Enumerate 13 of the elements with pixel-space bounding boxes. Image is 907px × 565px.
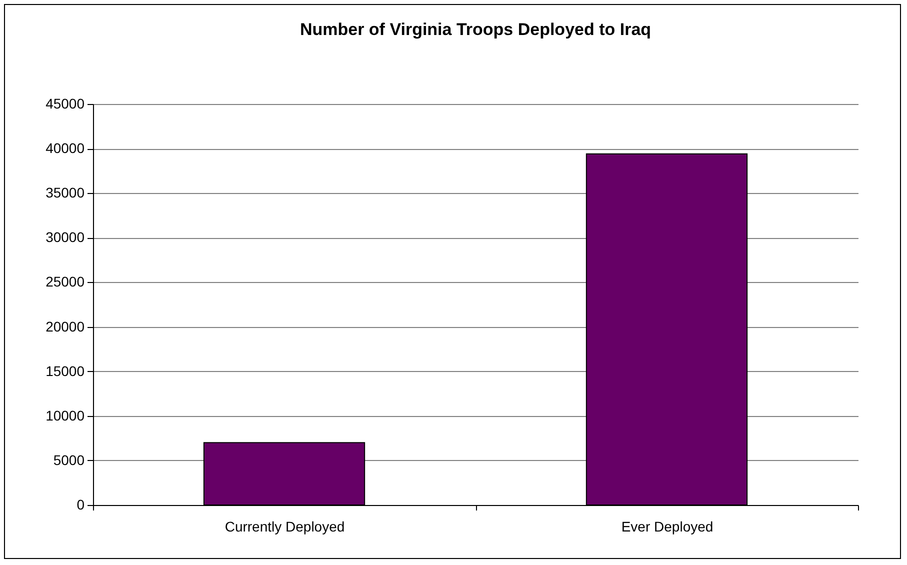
y-tick-label: 5000 (53, 452, 85, 468)
y-tick-label: 40000 (46, 140, 85, 156)
chart-title: Number of Virginia Troops Deployed to Iraq (300, 20, 652, 39)
y-tick-label: 0 (76, 496, 85, 512)
y-tick-label: 30000 (46, 229, 85, 246)
y-tick-label: 20000 (46, 318, 85, 334)
y-tick-label: 35000 (46, 184, 85, 201)
x-tick-label: Ever Deployed (621, 518, 714, 534)
y-tick-label: 10000 (46, 407, 85, 424)
y-tick-label: 25000 (46, 274, 85, 290)
y-tick-label: 45000 (46, 96, 85, 112)
x-tick-label: Currently Deployed (224, 518, 345, 534)
y-tick-label: 15000 (46, 362, 85, 379)
